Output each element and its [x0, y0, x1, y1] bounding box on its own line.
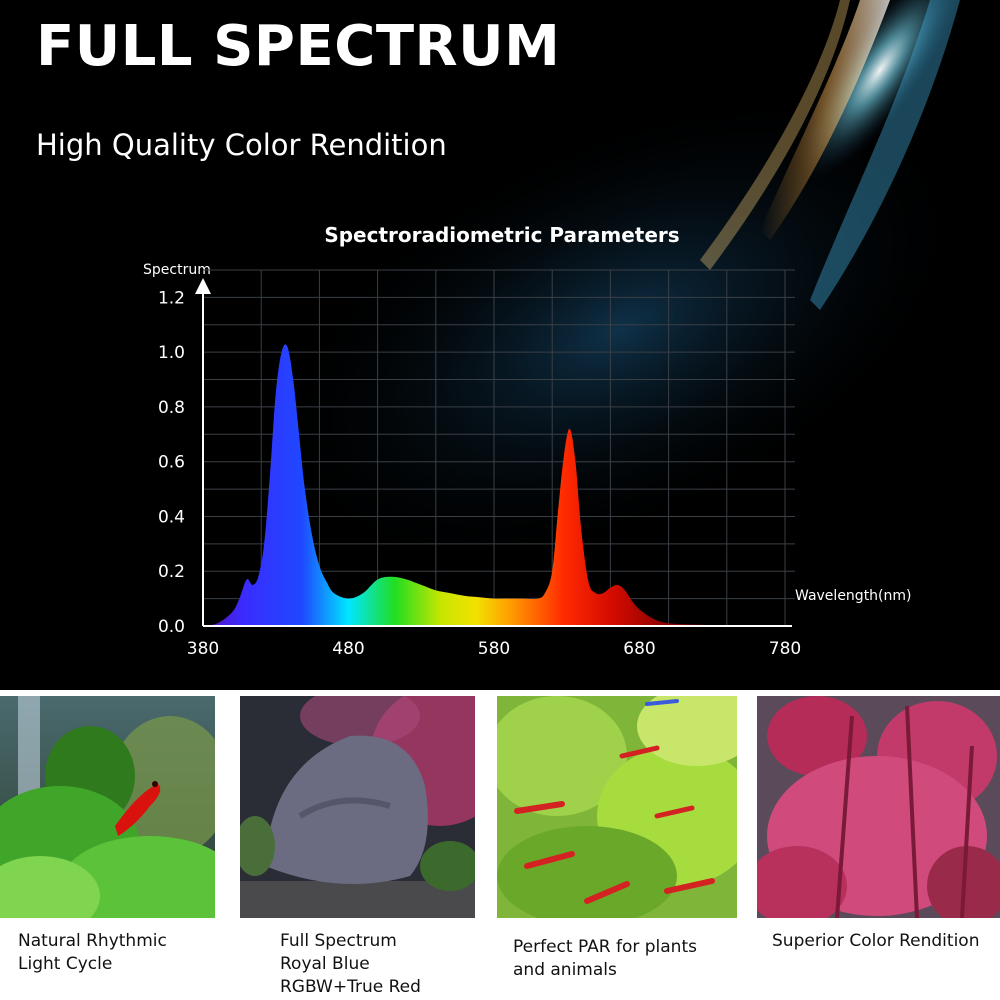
- page-title: FULL SPECTRUM: [36, 14, 561, 79]
- spectrum-chart: Spectroradiometric Parameters Spectrum W…: [143, 223, 911, 659]
- y-tick-label: 1.0: [158, 343, 185, 363]
- x-tick-label: 380: [187, 639, 219, 659]
- caption-perfect-par: Perfect PAR for plants and animals: [513, 936, 697, 982]
- x-tick-label: 780: [769, 639, 801, 659]
- caption-line: Royal Blue: [280, 954, 370, 974]
- y-tick-label: 0.0: [158, 617, 185, 637]
- caption-superior-color: Superior Color Rendition: [772, 930, 979, 953]
- caption-line: Full Spectrum: [280, 931, 397, 951]
- caption-line: Perfect PAR for plants: [513, 937, 697, 957]
- x-tick-label: 480: [332, 639, 364, 659]
- caption-line: Superior Color Rendition: [772, 931, 980, 951]
- light-beam-graphic: [265, 0, 975, 573]
- caption-line: and animals: [513, 960, 617, 980]
- y-tick-label: 0.8: [158, 398, 185, 418]
- y-axis-label: Spectrum: [143, 262, 211, 278]
- caption-line: RGBW+True Red: [280, 977, 421, 997]
- hero-panel: FULL SPECTRUM High Quality Color Renditi…: [0, 0, 1000, 690]
- fish-photo: [497, 696, 737, 918]
- chart-title: Spectroradiometric Parameters: [324, 223, 679, 247]
- y-tick-label: 0.6: [158, 453, 185, 473]
- y-tick-label: 0.4: [158, 507, 185, 527]
- x-tick-label: 680: [623, 639, 655, 659]
- rock-photo: [240, 696, 475, 918]
- y-tick-label: 1.2: [158, 288, 185, 308]
- caption-line: Natural Rhythmic: [18, 931, 167, 951]
- spectrum-area: [203, 344, 785, 626]
- x-tick-labels: 380 480 580 680 780: [187, 639, 801, 659]
- y-tick-label: 0.2: [158, 562, 185, 582]
- x-tick-label: 580: [478, 639, 510, 659]
- page-subtitle: High Quality Color Rendition: [36, 128, 447, 162]
- caption-full-spectrum: Full Spectrum Royal Blue RGBW+True Red: [280, 930, 421, 999]
- caption-natural-rhythmic: Natural Rhythmic Light Cycle: [18, 930, 167, 976]
- shrimp-photo: [0, 696, 215, 918]
- caption-line: Light Cycle: [18, 954, 113, 974]
- photo-strip: Natural Rhythmic Light Cycle Full Spectr…: [0, 690, 1000, 1000]
- red-plants-photo: [757, 696, 1000, 918]
- x-axis-label: Wavelength(nm): [795, 588, 911, 604]
- y-tick-labels: 0.0 0.2 0.4 0.6 0.8 1.0 1.2: [158, 288, 185, 637]
